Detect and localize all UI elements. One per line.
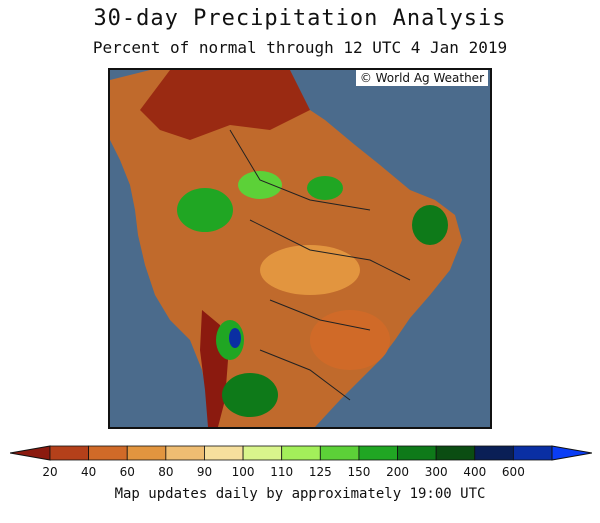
legend-arrow-low (10, 445, 51, 461)
legend-tick-label: 90 (197, 465, 212, 479)
very-wet-area (229, 328, 241, 348)
wet-area (238, 171, 282, 199)
update-note: Map updates daily by approximately 19:00… (114, 486, 486, 502)
legend-color-box (242, 445, 283, 461)
legend-tick-label: 80 (158, 465, 173, 479)
country-borders (229, 129, 411, 401)
dry-north (140, 70, 310, 140)
legend-ticks: 20 40 60 80 90 100 110 125 150 200 300 400 600 (42, 465, 524, 479)
legend-color-box (435, 445, 476, 461)
legend-arrow-high (551, 445, 592, 461)
legend-color-box (165, 445, 205, 461)
legend-color-box (281, 445, 321, 461)
legend-tick-label: 600 (502, 465, 525, 479)
map-canvas (110, 70, 490, 427)
wet-area (307, 176, 343, 200)
legend-color-box (49, 445, 90, 461)
legend-color-box (397, 445, 437, 461)
legend-tick-label: 110 (270, 465, 293, 479)
wet-area (177, 188, 233, 232)
copyright-label: © World Ag Weather (355, 70, 488, 86)
legend-color-box (204, 445, 244, 461)
legend-tick-label: 200 (386, 465, 409, 479)
wet-area (222, 373, 278, 417)
legend-tick-label: 125 (309, 465, 332, 479)
wet-area (412, 205, 448, 245)
legend-color-box (512, 445, 553, 461)
map-subtitle: Percent of normal through 12 UTC 4 Jan 2… (92, 38, 508, 57)
legend-tick-label: 20 (42, 465, 57, 479)
legend-tick-label: 400 (463, 465, 486, 479)
color-legend: 20 40 60 80 90 100 110 125 150 200 300 400 600 (10, 445, 592, 479)
near-normal-area (260, 245, 360, 295)
legend-color-box (474, 445, 514, 461)
legend-color-box (358, 445, 398, 461)
legend-tick-label: 150 (347, 465, 370, 479)
legend-color-box (88, 445, 128, 461)
below-normal-area (310, 310, 390, 370)
legend-color-box (126, 445, 167, 461)
legend-tick-label: 100 (232, 465, 255, 479)
legend-tick-label: 40 (81, 465, 96, 479)
precipitation-map: © World Ag Weather (108, 68, 492, 429)
legend-color-box (319, 445, 360, 461)
map-title: 30-day Precipitation Analysis (93, 6, 507, 31)
legend-bars (10, 445, 592, 461)
legend-tick-label: 60 (120, 465, 135, 479)
legend-tick-label: 300 (425, 465, 448, 479)
